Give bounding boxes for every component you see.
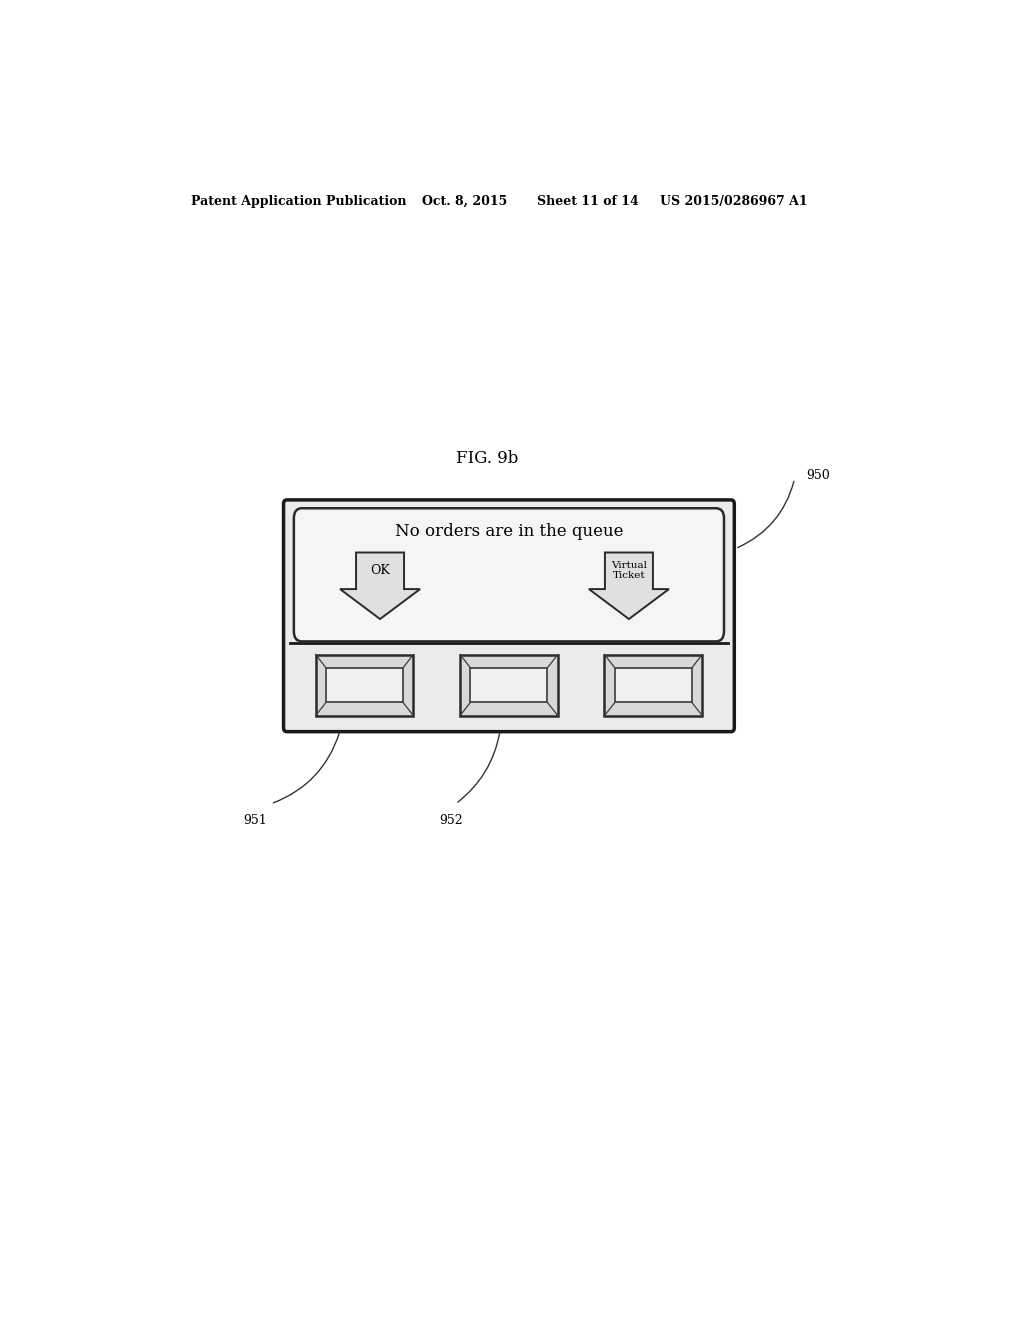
Text: OK: OK: [370, 564, 390, 577]
FancyBboxPatch shape: [291, 507, 727, 643]
FancyBboxPatch shape: [284, 500, 734, 731]
FancyBboxPatch shape: [614, 668, 692, 702]
Text: No orders are in the queue: No orders are in the queue: [394, 523, 624, 540]
Text: 950: 950: [807, 469, 830, 482]
Text: Oct. 8, 2015: Oct. 8, 2015: [422, 194, 507, 207]
Text: US 2015/0286967 A1: US 2015/0286967 A1: [659, 194, 807, 207]
FancyBboxPatch shape: [315, 655, 414, 715]
FancyBboxPatch shape: [460, 655, 558, 715]
Text: 952: 952: [439, 814, 463, 826]
Polygon shape: [589, 553, 669, 619]
FancyBboxPatch shape: [326, 668, 403, 702]
Text: Virtual
Ticket: Virtual Ticket: [611, 561, 647, 581]
Text: Patent Application Publication: Patent Application Publication: [191, 194, 407, 207]
FancyBboxPatch shape: [470, 668, 548, 702]
Text: Sheet 11 of 14: Sheet 11 of 14: [537, 194, 638, 207]
Polygon shape: [340, 553, 420, 619]
Text: 951: 951: [243, 814, 267, 826]
Text: FIG. 9b: FIG. 9b: [456, 450, 518, 467]
FancyBboxPatch shape: [294, 508, 724, 642]
FancyBboxPatch shape: [604, 655, 702, 715]
